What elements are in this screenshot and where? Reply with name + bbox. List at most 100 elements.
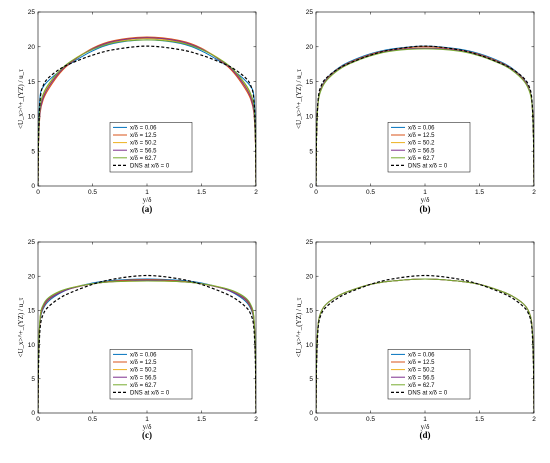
y-tick-label: 10 [28,114,36,121]
y-tick-label: 5 [31,376,35,383]
series-line-1 [38,278,256,413]
y-tick-label: 10 [306,114,314,121]
x-tick-label: 0.5 [88,416,97,423]
legend-label: x/δ = 62.7 [130,383,157,389]
y-tick-label: 15 [306,308,314,315]
series-line-5 [316,48,534,186]
y-tick-label: 25 [28,239,36,246]
legend: x/δ = 0.06x/δ = 12.5 x/δ = 50.2x/δ = 56.5… [387,122,471,173]
x-tick-label: 1.5 [197,189,206,196]
legend-label: x/δ = 56.5 [130,148,157,154]
series-line-5 [316,278,534,413]
series-line-5 [38,39,256,186]
y-tick-label: 5 [31,148,35,155]
y-tick-label: 0 [309,410,313,417]
legend-label: x/δ = 12.5 [408,360,435,366]
x-axis-label: y/δ [143,423,152,431]
x-tick-label: 1 [145,189,149,196]
x-tick-label: 0 [36,416,40,423]
panel-caption: (d) [420,430,431,440]
legend-label: x/δ = 0.06 [408,126,435,132]
y-tick-label: 25 [306,9,314,16]
legend-label: x/δ = 56.5 [130,375,157,381]
legend-label: x/δ = 50.2 [408,368,435,374]
series-line-6 [38,274,256,413]
y-tick-label: 20 [306,273,314,280]
panel-caption: (b) [420,204,431,214]
x-tick-label: 1.5 [197,416,206,423]
y-tick-label: 5 [309,148,313,155]
y-tick-label: 20 [306,44,314,51]
y-tick-label: 25 [306,239,314,246]
legend-box [109,122,193,173]
legend-label: x/δ = 50.2 [130,141,157,147]
x-axis-label: y/δ [421,423,430,431]
legend-label: x/δ = 62.7 [130,156,157,162]
legend-box [109,349,193,400]
legend-box [387,122,471,173]
series-line-6 [316,274,534,413]
x-tick-label: 0.5 [366,416,375,423]
y-tick-label: 20 [28,44,36,51]
legend-label: x/δ = 50.2 [130,368,157,374]
legend: x/δ = 0.06x/δ = 12.5 x/δ = 50.2x/δ = 56.5… [109,122,193,173]
y-tick-label: 15 [28,308,36,315]
x-axis-label: y/δ [143,196,152,204]
legend-label: DNS at x/δ = 0 [130,164,170,170]
panel-caption: (c) [142,430,152,440]
series-line-2 [38,279,256,413]
legend: x/δ = 0.06x/δ = 12.5 x/δ = 50.2x/δ = 56.5… [109,349,193,400]
series-line-4 [38,279,256,413]
y-axis-label: <U_x>^+_(YZ) / u_τ [17,69,25,129]
y-tick-label: 20 [28,273,36,280]
x-tick-label: 0.5 [88,189,97,196]
legend-label: x/δ = 50.2 [408,141,435,147]
legend-box [387,349,471,400]
y-tick-label: 5 [309,376,313,383]
x-tick-label: 1 [423,189,427,196]
series-line-2 [38,36,256,186]
legend-label: x/δ = 62.7 [408,156,435,162]
y-tick-label: 10 [306,342,314,349]
x-tick-label: 0 [314,189,318,196]
x-tick-label: 0 [36,189,40,196]
y-axis-label: <U_x>^+_(YZ) / u_τ [17,297,25,357]
y-tick-label: 25 [28,9,36,16]
plot-area [316,45,534,186]
x-tick-label: 2 [532,416,536,423]
plot-area [316,274,534,413]
y-axis-label: <U_x>^+_(YZ) / u_τ [295,297,303,357]
y-tick-label: 0 [31,183,35,190]
x-axis-label: y/δ [421,196,430,204]
legend-label: x/δ = 56.5 [408,375,435,381]
x-tick-label: 0 [314,416,318,423]
legend-label: x/δ = 12.5 [130,133,157,139]
series-line-4 [38,37,256,186]
legend-label: x/δ = 12.5 [408,133,435,139]
x-tick-label: 1 [423,416,427,423]
y-tick-label: 0 [31,410,35,417]
legend-label: DNS at x/δ = 0 [130,391,170,397]
legend: x/δ = 0.06x/δ = 12.5 x/δ = 50.2x/δ = 56.5… [387,349,471,400]
plot-area [38,274,256,413]
series-line-6 [38,45,256,186]
x-tick-label: 1 [145,416,149,423]
y-tick-label: 15 [28,79,36,86]
y-tick-label: 15 [306,79,314,86]
x-tick-label: 1.5 [475,189,484,196]
x-tick-label: 2 [254,416,258,423]
legend-label: x/δ = 62.7 [408,383,435,389]
x-tick-label: 2 [254,189,258,196]
legend-label: DNS at x/δ = 0 [408,391,448,397]
legend-label: x/δ = 56.5 [408,148,435,154]
legend-label: x/δ = 0.06 [130,126,157,132]
x-tick-label: 1.5 [475,416,484,423]
panel-caption: (a) [142,204,153,214]
legend-label: x/δ = 12.5 [130,360,157,366]
y-tick-label: 10 [28,342,36,349]
series-line-6 [316,45,534,186]
legend-label: x/δ = 0.06 [130,353,157,359]
